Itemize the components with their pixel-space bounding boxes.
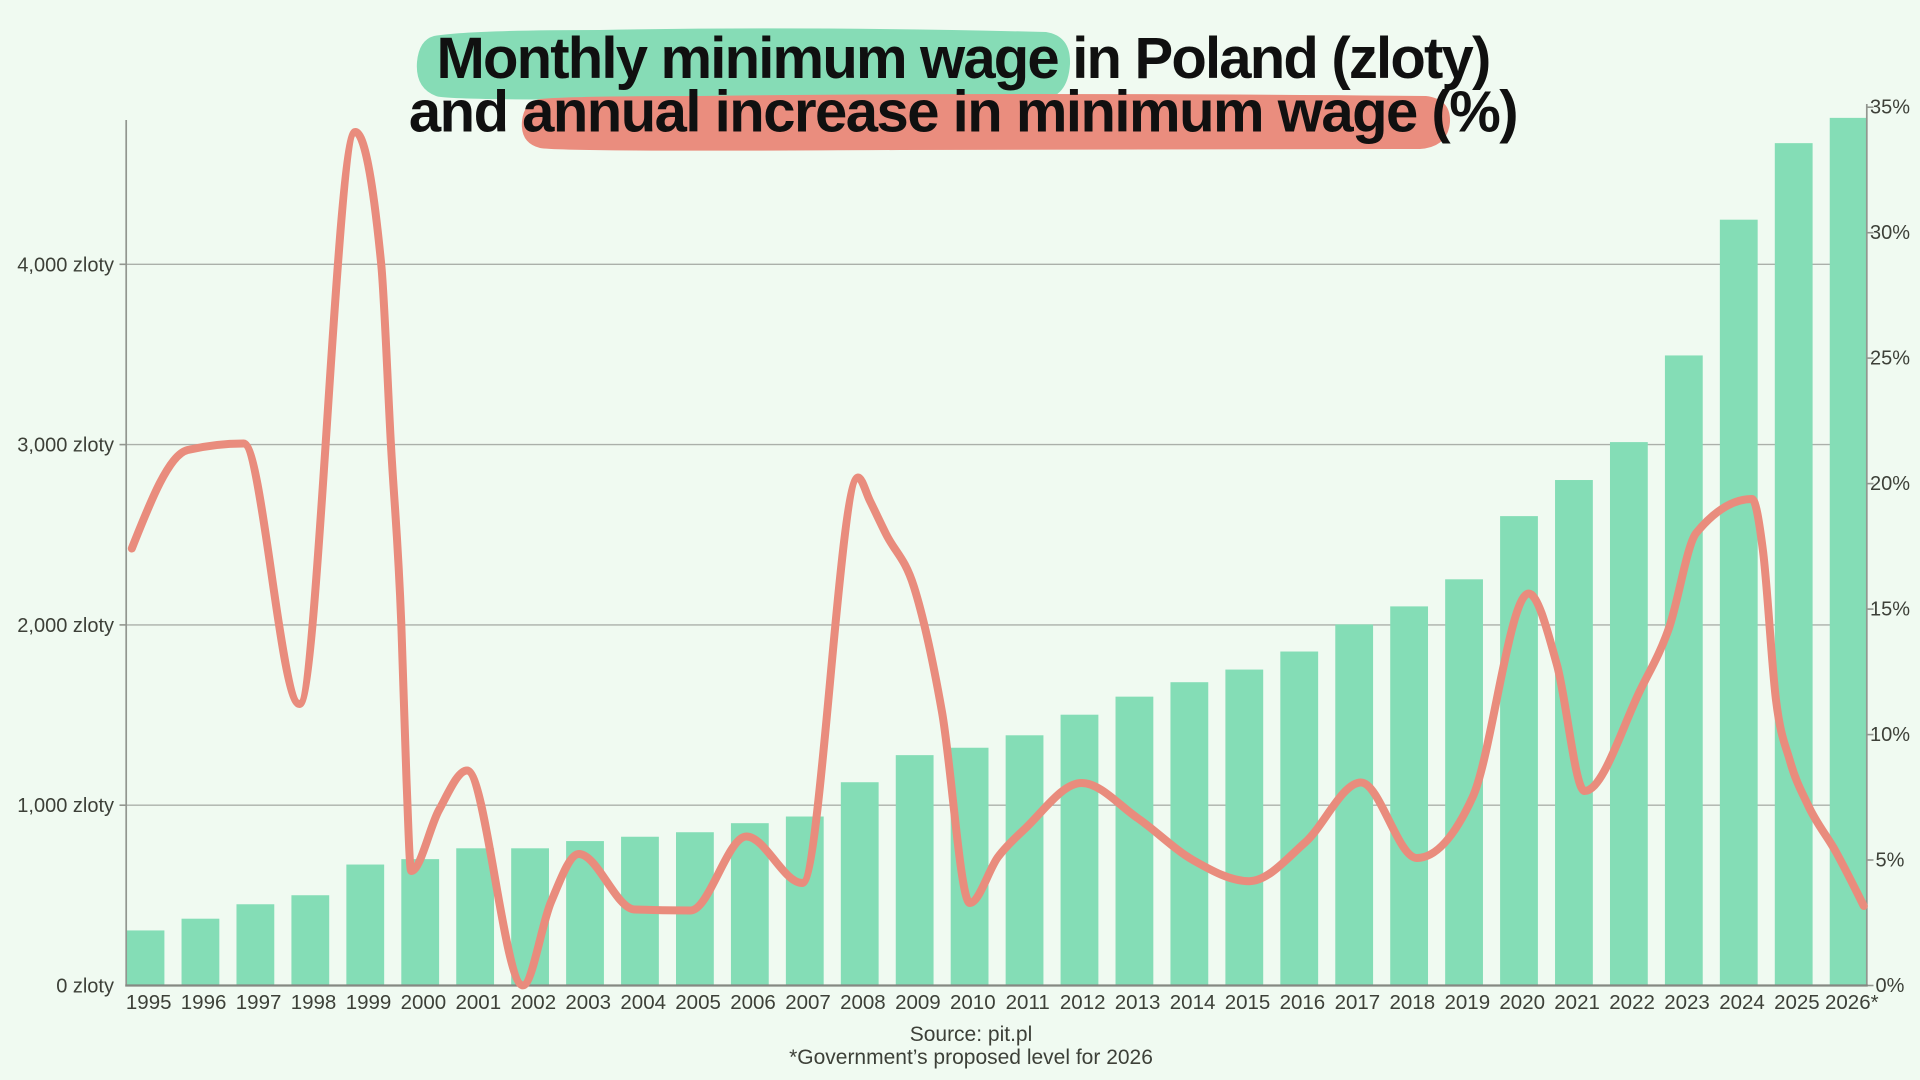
svg-text:2003: 2003	[565, 991, 611, 1014]
svg-text:1999: 1999	[346, 991, 392, 1014]
svg-text:Monthly minimum wage in Poland: Monthly minimum wage in Poland (zloty)	[437, 26, 1490, 91]
svg-text:2024: 2024	[1719, 991, 1765, 1014]
svg-text:2011: 2011	[1006, 991, 1050, 1014]
svg-text:2015: 2015	[1225, 991, 1271, 1014]
svg-text:Source: pit.pl: Source: pit.pl	[910, 1023, 1033, 1046]
svg-text:5%: 5%	[1876, 850, 1905, 872]
svg-text:2007: 2007	[785, 991, 831, 1014]
svg-text:0%: 0%	[1876, 975, 1905, 997]
svg-text:2016: 2016	[1280, 991, 1326, 1014]
svg-text:2002: 2002	[510, 991, 556, 1014]
svg-text:15%: 15%	[1870, 599, 1910, 621]
svg-text:3,000 zloty: 3,000 zloty	[17, 435, 114, 457]
svg-text:1996: 1996	[181, 991, 227, 1014]
svg-text:2022: 2022	[1609, 991, 1655, 1014]
svg-text:0 zloty: 0 zloty	[56, 976, 114, 998]
svg-text:2021: 2021	[1554, 991, 1600, 1014]
svg-text:2012: 2012	[1060, 991, 1106, 1014]
svg-text:1995: 1995	[126, 991, 172, 1014]
svg-text:2017: 2017	[1335, 991, 1381, 1014]
svg-text:10%: 10%	[1870, 724, 1910, 746]
svg-text:2013: 2013	[1115, 991, 1161, 1014]
svg-text:2000: 2000	[401, 991, 447, 1014]
svg-text:2026*: 2026*	[1825, 991, 1879, 1014]
svg-text:and annual increase in minimum: and annual increase in minimum wage (%)	[409, 80, 1517, 145]
svg-text:2020: 2020	[1499, 991, 1545, 1014]
svg-text:2001: 2001	[455, 991, 501, 1014]
svg-text:*Government’s proposed level f: *Government’s proposed level for 2026	[789, 1046, 1153, 1069]
svg-text:2010: 2010	[950, 991, 996, 1014]
svg-text:2014: 2014	[1170, 991, 1216, 1014]
svg-text:2,000 zloty: 2,000 zloty	[17, 615, 114, 637]
svg-text:2005: 2005	[675, 991, 721, 1014]
svg-text:1998: 1998	[291, 991, 337, 1014]
svg-text:2019: 2019	[1444, 991, 1490, 1014]
svg-text:2008: 2008	[840, 991, 886, 1014]
svg-text:2018: 2018	[1389, 991, 1435, 1014]
svg-text:2006: 2006	[730, 991, 776, 1014]
svg-text:20%: 20%	[1870, 473, 1910, 495]
svg-text:4,000 zloty: 4,000 zloty	[17, 254, 114, 276]
svg-text:2025: 2025	[1774, 991, 1820, 1014]
svg-text:30%: 30%	[1870, 222, 1910, 244]
svg-text:35%: 35%	[1870, 97, 1910, 119]
svg-text:1997: 1997	[236, 991, 282, 1014]
svg-text:25%: 25%	[1870, 348, 1910, 370]
svg-text:2004: 2004	[620, 991, 666, 1014]
svg-text:1,000 zloty: 1,000 zloty	[17, 795, 114, 817]
svg-text:2023: 2023	[1664, 991, 1710, 1014]
svg-text:2009: 2009	[895, 991, 941, 1014]
